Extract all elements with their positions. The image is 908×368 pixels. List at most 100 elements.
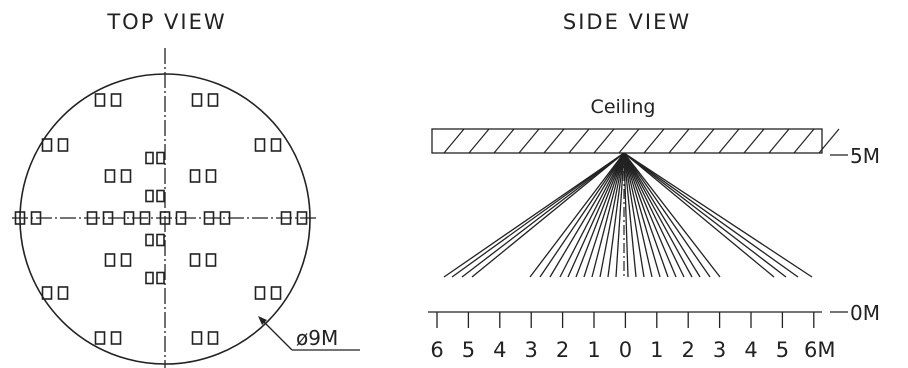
diameter-leader-line [259,317,293,351]
detection-zone-pair [189,169,217,183]
diameter-leader-arrow [258,316,267,325]
detection-zone-pair [191,331,219,345]
scale-label: 6 [430,338,443,362]
detection-zone [296,211,308,225]
detection-zone-pair [191,93,219,107]
detection-zone [110,331,122,345]
hatch-line [693,128,715,154]
detection-zones [14,93,308,345]
detection-beam [559,152,625,278]
detection-zone-pair [14,211,42,225]
hatch-line [493,128,515,154]
detection-zone-pair [145,151,165,165]
detection-zone [156,189,165,203]
detection-zone [189,169,201,183]
scale-label: 4 [744,338,757,362]
detection-zone-pair [159,211,187,225]
detection-zone [102,211,114,225]
hatch-line [543,128,565,154]
detection-zone-pair [104,169,132,183]
detection-zone [270,138,282,152]
detection-beam [549,152,625,278]
hatch-line [668,128,690,154]
detection-zone-pair [145,233,165,247]
hatch-line [818,128,840,154]
detection-beam [623,152,661,278]
ceiling-label: Ceiling [591,96,656,118]
detection-zone [30,211,42,225]
detection-zone [159,211,171,225]
detection-beam [575,152,625,278]
detection-zone [57,286,69,300]
detection-zone [203,211,215,225]
hatch-line [468,128,490,154]
detection-zone [145,189,154,203]
top-view-title: TOP VIEW [106,10,226,34]
detection-beam [623,152,693,278]
scale-label: 3 [525,338,538,362]
detection-zone-pair [123,211,151,225]
detection-beam [471,152,625,278]
detection-zone [145,151,154,165]
detection-zone [104,253,116,267]
detection-zone [191,331,203,345]
detection-zone-pair [254,286,282,300]
detection-zone [280,211,292,225]
scale-label: 6M [804,338,835,362]
detection-zone-pair [145,271,165,285]
detection-beam [623,152,721,278]
detection-beam [443,152,625,278]
height-top-label: 5M [850,144,880,168]
detection-zone [94,331,106,345]
hatch-line [518,128,540,154]
detection-beam [623,152,813,278]
detection-zone [145,271,154,285]
detection-beam [623,152,787,278]
detection-zone [191,93,203,107]
detection-beam [623,152,711,278]
scale-label: 2 [682,338,695,362]
ceiling-slab [431,128,823,154]
hatch-line [618,128,640,154]
detection-beam [583,152,625,278]
hatch-line [568,128,590,154]
detection-zone-pair [145,189,165,203]
detection-zone-pair [189,253,217,267]
detection-beam [539,152,625,278]
detection-beam [529,152,625,278]
detection-beam [623,152,701,278]
detection-zone [41,138,53,152]
detection-zone [41,286,53,300]
scale-label: 5 [776,338,789,362]
detection-beam [567,152,625,278]
detection-beam [623,152,653,278]
hatch-line [443,128,465,154]
detection-zone [175,211,187,225]
detection-zone-pair [86,211,114,225]
detection-zone [270,286,282,300]
detection-beam [461,152,625,278]
detection-zone-pair [94,331,122,345]
scale-label: 0 [619,338,632,362]
detection-beam [623,152,775,278]
diameter-label: ø9M [296,326,338,350]
side-view-title: SIDE VIEW [563,10,691,34]
scale-label: 1 [587,338,600,362]
detection-zone [104,169,116,183]
detection-zone [189,253,201,267]
height-bottom-label: 0M [850,301,880,325]
detection-beams [443,152,813,278]
floor-scale-labels: 6 5 4 3 2 1 0 1 2 3 4 5 6M [430,338,835,362]
detection-zone [145,233,154,247]
detection-beam [607,152,625,278]
detection-zone-pair [280,211,308,225]
detection-zone [205,253,217,267]
detection-zone-pair [203,211,231,225]
ceiling-hatching [443,128,840,154]
scale-label: 3 [713,338,726,362]
detection-zone [254,286,266,300]
detection-beam [623,152,677,278]
detection-zone-pair [254,138,282,152]
scale-label: 1 [650,338,663,362]
